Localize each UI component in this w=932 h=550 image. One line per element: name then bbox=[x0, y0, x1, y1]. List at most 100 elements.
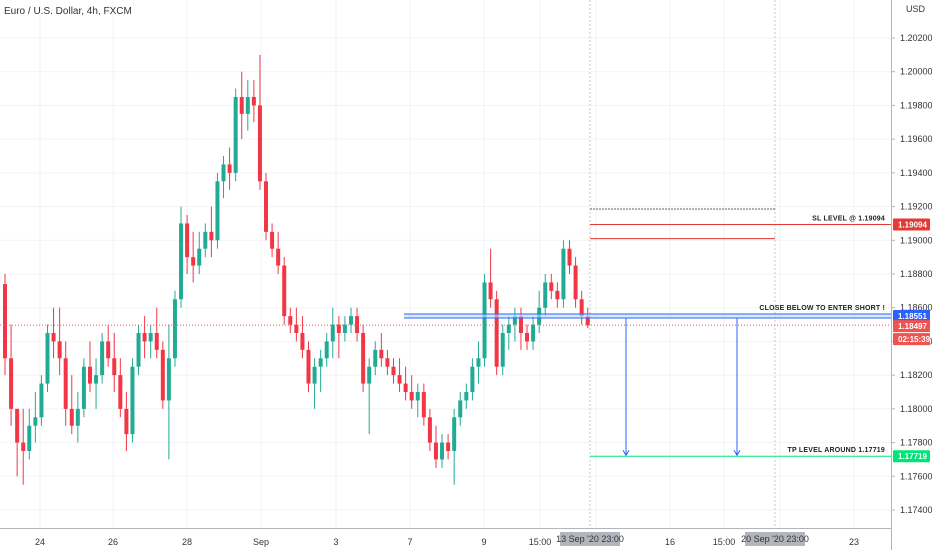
candle-body bbox=[561, 248, 566, 300]
candle-body bbox=[476, 358, 481, 367]
candle-body bbox=[9, 358, 14, 409]
x-tick-label: 7 bbox=[407, 537, 412, 547]
candle-body bbox=[385, 358, 390, 367]
x-tick-label: 16 bbox=[665, 537, 675, 547]
candle-body bbox=[270, 231, 275, 249]
candle-body bbox=[549, 282, 554, 291]
current-price-tag-bg bbox=[893, 320, 930, 333]
x-tick-label: 15:00 bbox=[529, 537, 552, 547]
candle-body bbox=[227, 164, 232, 173]
candle-body bbox=[203, 231, 208, 249]
candle-body bbox=[264, 181, 269, 232]
sl-level-label: SL LEVEL @ 1.19094 bbox=[812, 215, 885, 222]
candle-body bbox=[130, 366, 135, 435]
candle-body bbox=[191, 257, 196, 266]
candle-body bbox=[160, 349, 165, 401]
candle-body bbox=[518, 316, 523, 333]
candle-body bbox=[51, 333, 56, 342]
candle-body bbox=[81, 366, 86, 409]
x-tick-label: 3 bbox=[333, 537, 338, 547]
candle-body bbox=[579, 299, 584, 317]
target-arrow-head bbox=[622, 449, 630, 457]
candle-body bbox=[75, 408, 80, 426]
candle-body bbox=[185, 223, 190, 258]
time-cursor-tag: 20 Sep '20 23:00 bbox=[741, 534, 809, 544]
candle-body bbox=[355, 316, 360, 333]
candle-body bbox=[373, 349, 378, 367]
y-tick-label: 1.17400 bbox=[900, 505, 932, 515]
sl-price-tag-bg bbox=[893, 218, 930, 231]
candle-body bbox=[69, 408, 74, 426]
y-tick-label: 1.18200 bbox=[900, 370, 932, 380]
candle-body bbox=[215, 181, 220, 241]
chart-title: Euro / U.S. Dollar, 4h, FXCM bbox=[4, 6, 132, 17]
candle-body bbox=[585, 316, 590, 326]
candle-body bbox=[543, 282, 548, 308]
y-tick-label: 1.19000 bbox=[900, 235, 932, 245]
candle-body bbox=[433, 442, 438, 460]
candle-body bbox=[379, 349, 384, 359]
candle-body bbox=[294, 324, 299, 333]
x-tick-label: 26 bbox=[108, 537, 118, 547]
currency-label: USD bbox=[906, 4, 926, 14]
candle-body bbox=[27, 425, 32, 451]
candle-body bbox=[124, 408, 129, 435]
candle-body bbox=[197, 248, 202, 266]
candle-body bbox=[239, 97, 244, 114]
candle-body bbox=[288, 316, 293, 325]
candle-body bbox=[57, 341, 62, 359]
candle-body bbox=[136, 333, 141, 367]
x-tick-label: Sep bbox=[253, 537, 269, 547]
candle-body bbox=[257, 105, 262, 182]
y-tick-label: 1.17800 bbox=[900, 438, 932, 448]
candle-body bbox=[245, 97, 250, 114]
y-tick-label: 1.20200 bbox=[900, 33, 932, 43]
y-tick-label: 1.19800 bbox=[900, 100, 932, 110]
candle-body bbox=[166, 358, 171, 401]
y-tick-label: 1.18000 bbox=[900, 404, 932, 414]
x-tick-label: 15:00 bbox=[713, 537, 736, 547]
candle-body bbox=[348, 316, 353, 325]
candle-body bbox=[318, 358, 323, 367]
candle-body bbox=[282, 265, 287, 317]
candle-body bbox=[39, 383, 44, 418]
x-tick-label: 23 bbox=[849, 537, 859, 547]
candle-body bbox=[409, 392, 414, 401]
y-tick-label: 1.20000 bbox=[900, 67, 932, 77]
entry-price-tag: 1.18551 bbox=[898, 312, 927, 321]
candle-body bbox=[446, 442, 451, 451]
candle-body bbox=[221, 164, 226, 182]
candle-body bbox=[488, 282, 493, 300]
y-tick-label: 1.19400 bbox=[900, 168, 932, 178]
candle-body bbox=[148, 333, 153, 342]
y-tick-label: 1.18800 bbox=[900, 269, 932, 279]
candle-body bbox=[452, 417, 457, 451]
candle-body bbox=[525, 333, 530, 342]
x-tick-label: 28 bbox=[182, 537, 192, 547]
x-tick-label: 9 bbox=[481, 537, 486, 547]
countdown-tag: 02:15:39 bbox=[898, 335, 931, 344]
candle-body bbox=[45, 333, 50, 384]
candle-body bbox=[361, 333, 366, 384]
candle-body bbox=[312, 366, 317, 384]
candle-body bbox=[33, 417, 38, 426]
current-price-tag: 1.18497 bbox=[898, 322, 927, 331]
candle-body bbox=[573, 265, 578, 300]
countdown-tag-bg bbox=[893, 333, 930, 346]
candle-body bbox=[440, 442, 445, 460]
candle-body bbox=[427, 417, 432, 443]
candle-body bbox=[209, 231, 214, 241]
y-tick-label: 1.19200 bbox=[900, 202, 932, 212]
time-cursor-tag-bg bbox=[560, 532, 620, 546]
candle-body bbox=[106, 341, 111, 359]
entry-label: CLOSE BELOW TO ENTER SHORT ! bbox=[759, 305, 885, 312]
candle-body bbox=[112, 358, 117, 376]
candle-body bbox=[403, 383, 408, 392]
candle-body bbox=[342, 324, 347, 333]
candle-body bbox=[118, 375, 123, 409]
candle-body bbox=[94, 375, 99, 384]
candle-body bbox=[391, 366, 396, 376]
